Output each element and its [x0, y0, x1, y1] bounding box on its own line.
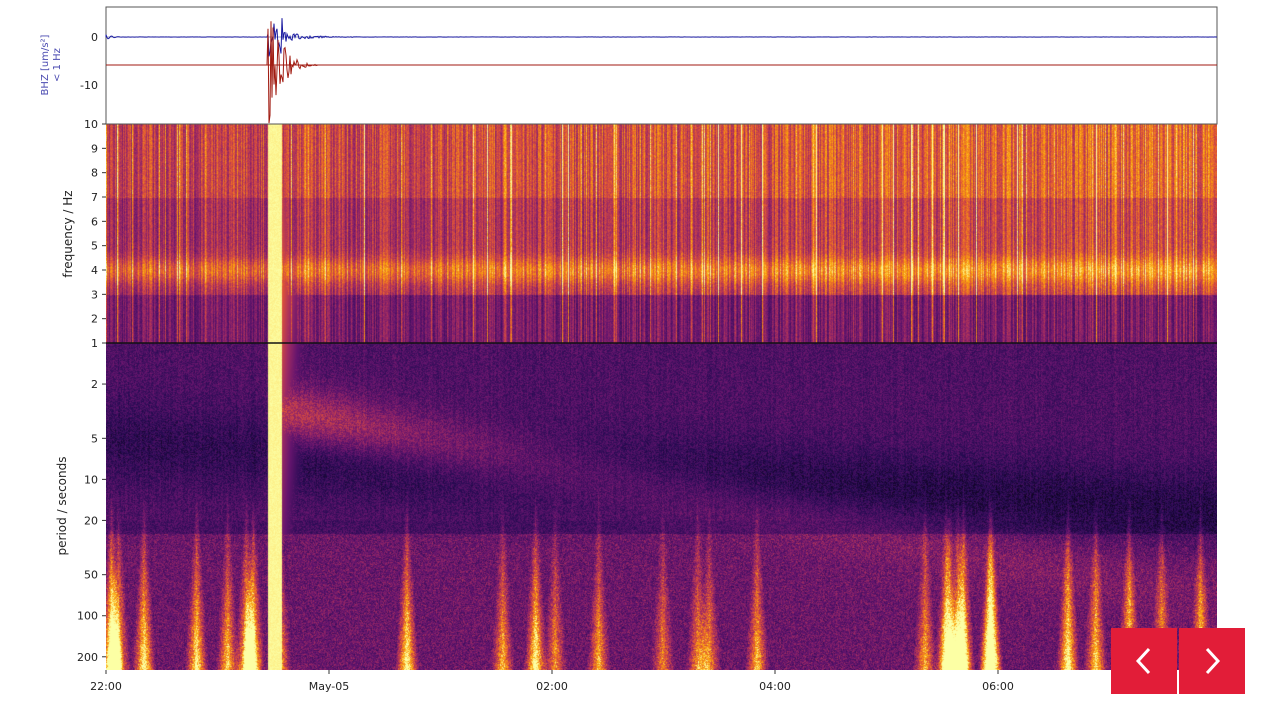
period-axis: 2 5 10 20 50 100 200: [77, 378, 106, 664]
chevron-right-icon: [1205, 647, 1221, 675]
period-tick-label: 50: [84, 569, 98, 582]
time-axis: 22:00 May-05 02:00 04:00 06:00: [90, 670, 1014, 693]
trace-panel: 0 -10 BHZ [um/s²] < 1 Hz: [40, 6, 1218, 125]
time-tick-label: 02:00: [536, 680, 568, 693]
spectrogram-heatmap: [106, 124, 1217, 670]
frequency-axis: 10 9 8 7 6 5 4 3 2 1: [84, 118, 106, 350]
frequency-tick-label: 7: [91, 191, 98, 204]
frequency-tick-label: 5: [91, 240, 98, 253]
period-ylabel: period / seconds: [55, 457, 69, 556]
raw-trace-line: [105, 18, 1217, 57]
frequency-tick-label: 4: [91, 264, 98, 277]
filtered-trace-line: [106, 21, 1217, 124]
time-tick-label: 06:00: [982, 680, 1014, 693]
frequency-tick-label: 2: [91, 313, 98, 326]
period-tick-label: 20: [84, 514, 98, 527]
period-tick-label: 5: [91, 432, 98, 445]
frequency-tick-label: 1: [91, 337, 98, 350]
time-tick-label: May-05: [309, 680, 350, 693]
period-tick-label: 2: [91, 378, 98, 391]
trace-ylabel-sub: < 1 Hz: [52, 48, 63, 82]
previous-button[interactable]: [1111, 628, 1177, 694]
frequency-ylabel: frequency / Hz: [61, 190, 75, 277]
time-tick-label: 22:00: [90, 680, 122, 693]
frequency-tick-label: 3: [91, 288, 98, 301]
frequency-tick-label: 6: [91, 215, 98, 228]
period-tick-label: 10: [84, 473, 98, 486]
time-tick-label: 04:00: [759, 680, 791, 693]
trace-ytick-1: -10: [80, 79, 98, 92]
chevron-left-icon: [1135, 647, 1151, 675]
trace-ytick-0: 0: [91, 31, 98, 44]
trace-ylabel: BHZ [um/s²]: [40, 34, 51, 95]
frequency-tick-label: 10: [84, 118, 98, 131]
period-tick-label: 200: [77, 651, 98, 664]
period-tick-label: 100: [77, 610, 98, 623]
frequency-tick-label: 9: [91, 142, 98, 155]
frequency-tick-label: 8: [91, 167, 98, 180]
next-button[interactable]: [1179, 628, 1245, 694]
